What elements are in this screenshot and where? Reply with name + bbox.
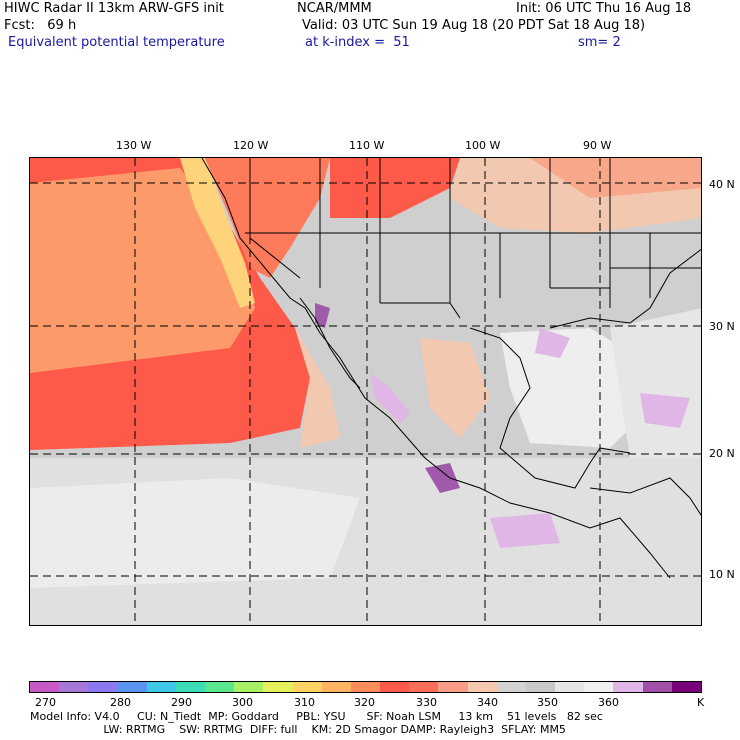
mexico-plateau-tan bbox=[420, 338, 490, 438]
lon-label-130w: 130 W bbox=[116, 139, 152, 152]
baja-california-coastline bbox=[299, 297, 361, 389]
purple-light-patch-2 bbox=[535, 328, 570, 358]
lon-label-120w: 120 W bbox=[233, 139, 269, 152]
colorbar-swatch-19 bbox=[584, 682, 614, 692]
colorbar-swatch-13 bbox=[409, 682, 439, 692]
pacific-coastline bbox=[201, 158, 671, 579]
colorbar-swatch-3 bbox=[117, 682, 147, 692]
colorbar-swatch-20 bbox=[613, 682, 643, 692]
pacific-yellow-region bbox=[180, 158, 255, 308]
central-america-coastline bbox=[589, 477, 701, 516]
lat-label-20n: 20 N bbox=[709, 447, 735, 460]
lat-label-30n: 30 N bbox=[709, 320, 735, 333]
color-scale-bar bbox=[29, 681, 702, 693]
lon-label-100w: 100 W bbox=[465, 139, 501, 152]
colorbar-label-290: 290 bbox=[171, 696, 192, 709]
colorbar-swatch-5 bbox=[175, 682, 206, 692]
rockies-red-region bbox=[330, 158, 460, 218]
colorbar-swatch-15 bbox=[467, 682, 497, 692]
lon-label-90w: 90 W bbox=[583, 139, 612, 152]
gulf-california-purple-patch bbox=[315, 303, 330, 328]
colorbar-label-270: 270 bbox=[35, 696, 56, 709]
gulf-of-mexico bbox=[500, 328, 650, 448]
colorbar-label-320: 320 bbox=[354, 696, 375, 709]
colorbar-swatch-1 bbox=[59, 682, 89, 692]
smoothing: sm= 2 bbox=[578, 35, 621, 50]
gulf-coastline bbox=[469, 327, 631, 489]
purple-high-theta-patch bbox=[425, 463, 460, 493]
colorbar-swatch-18 bbox=[555, 682, 585, 692]
lat-label-10n: 10 N bbox=[709, 568, 735, 581]
colorbar-swatch-2 bbox=[88, 682, 118, 692]
colorbar-swatch-22 bbox=[671, 682, 701, 692]
colorbar-label-340: 340 bbox=[477, 696, 498, 709]
colorbar-swatch-16 bbox=[496, 682, 526, 692]
colorbar-swatch-21 bbox=[642, 682, 672, 692]
colorbar-swatch-0 bbox=[30, 682, 60, 692]
colorbar-swatch-14 bbox=[438, 682, 468, 692]
init-time: Init: 06 UTC Thu 16 Aug 18 bbox=[516, 1, 692, 16]
colorbar-swatch-4 bbox=[146, 682, 176, 692]
institution: NCAR/MMM bbox=[297, 1, 372, 16]
forecast-hour: Fcst: 69 h bbox=[4, 18, 77, 33]
colorbar-label-330: 330 bbox=[416, 696, 437, 709]
graticule bbox=[30, 158, 701, 625]
colorbar-label-300: 300 bbox=[232, 696, 253, 709]
colorbar-swatch-6 bbox=[205, 682, 235, 692]
colorbar-label-360: 360 bbox=[598, 696, 619, 709]
colorbar-swatch-11 bbox=[350, 682, 381, 692]
purple-light-patch-3 bbox=[640, 393, 690, 428]
colorbar-label-350: 350 bbox=[537, 696, 558, 709]
lon-label-110w: 110 W bbox=[349, 139, 385, 152]
western-us-warm-region bbox=[205, 158, 330, 278]
pacific-orange-region bbox=[30, 168, 255, 373]
colorbar-label-310: 310 bbox=[294, 696, 315, 709]
field-name: Equivalent potential temperature bbox=[8, 35, 225, 50]
equivalent-potential-temperature-map bbox=[30, 158, 701, 625]
colorbar-label-280: 280 bbox=[110, 696, 131, 709]
purple-light-patch-1 bbox=[370, 373, 410, 423]
model-info-line2: LW: RRTMG SW: RRTMG DIFF: full KM: 2D Sm… bbox=[30, 723, 566, 736]
k-index: at k-index = 51 bbox=[305, 35, 410, 50]
model-title: HIWC Radar II 13km ARW-GFS init bbox=[4, 1, 224, 16]
colorbar-swatch-17 bbox=[525, 682, 556, 692]
colorbar-unit: K bbox=[697, 696, 705, 709]
map-panel bbox=[29, 157, 702, 626]
lat-label-40n: 40 N bbox=[709, 178, 735, 191]
colorbar-swatch-10 bbox=[321, 682, 351, 692]
colorbar-swatch-8 bbox=[263, 682, 293, 692]
colorbar-swatch-9 bbox=[292, 682, 322, 692]
purple-light-patch-4 bbox=[490, 513, 560, 548]
model-info-line1: Model Info: V4.0 CU: N_Tiedt MP: Goddard… bbox=[30, 710, 603, 723]
northern-plains-region bbox=[530, 158, 701, 198]
colorbar-swatch-12 bbox=[380, 682, 410, 692]
light-pacific-patch bbox=[30, 478, 360, 588]
colorbar-swatch-7 bbox=[234, 682, 264, 692]
coastal-tan-band bbox=[295, 328, 340, 448]
us-gulf-coastline bbox=[549, 248, 701, 329]
valid-time: Valid: 03 UTC Sun 19 Aug 18 (20 PDT Sat … bbox=[302, 18, 646, 33]
